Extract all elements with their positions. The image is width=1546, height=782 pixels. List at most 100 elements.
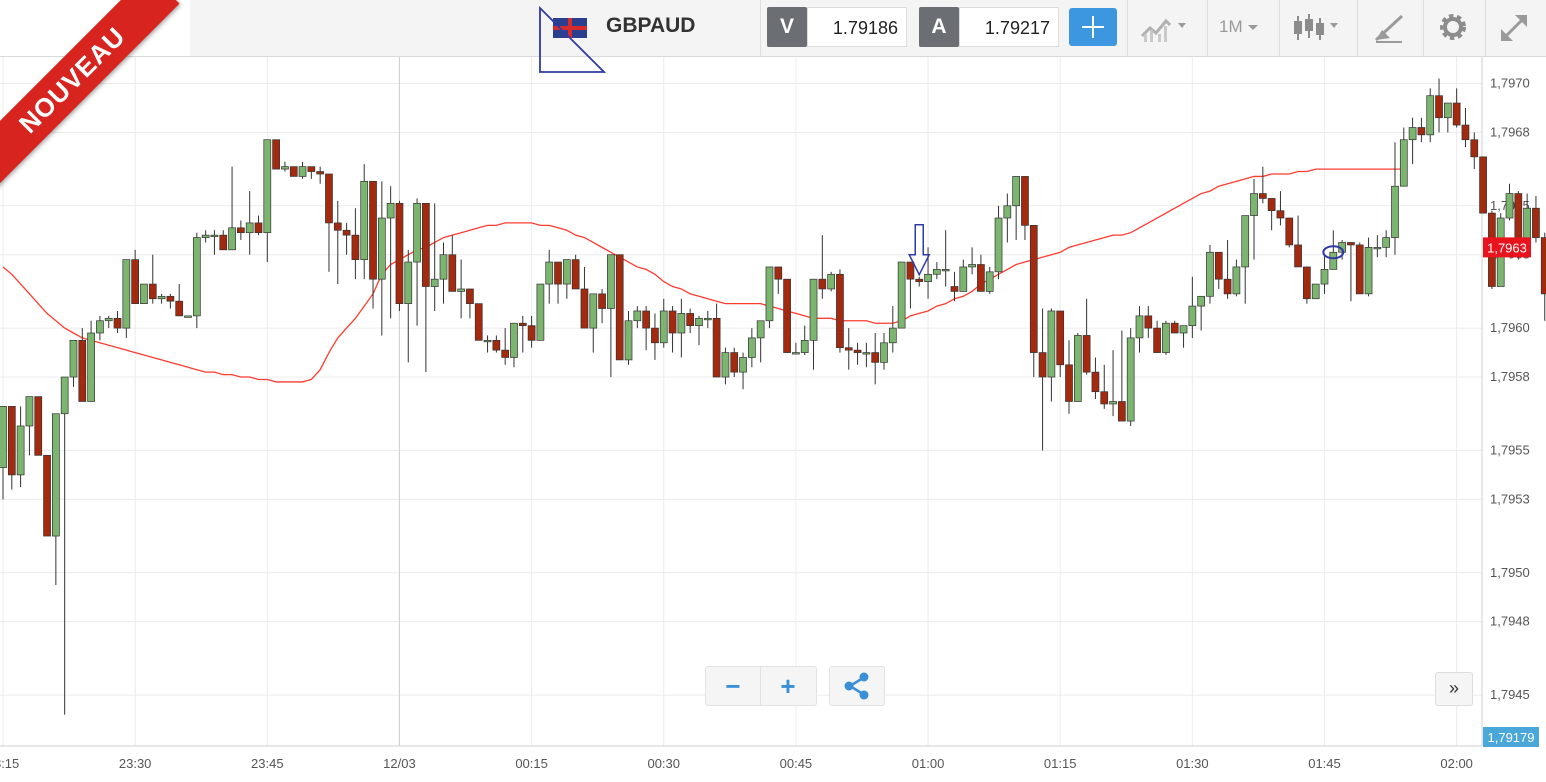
y-tick-label: 1,7955 [1490,442,1530,457]
candle [774,266,783,294]
bid-price[interactable]: 1.79186 [807,7,907,47]
fullscreen-button[interactable] [1497,8,1533,46]
scroll-right-button[interactable]: » [1435,672,1473,706]
candle-body [69,339,78,378]
candle [307,166,316,179]
candle-body [968,264,976,268]
candle-body [747,337,756,358]
candle-body [501,349,510,358]
candle-body [254,222,263,234]
candle [545,249,554,304]
candle [633,306,642,329]
ribbon-text: NOUVEAU [0,0,180,188]
candle [580,266,589,329]
candle [800,325,809,356]
candle-body [386,202,395,219]
candle-body [880,342,888,363]
candle-body [430,278,439,287]
candle [950,271,959,302]
candle [1373,235,1382,258]
candle-body [836,273,844,349]
candle [695,315,703,346]
bid-label[interactable]: V [767,7,807,47]
candle-body [245,222,254,234]
share-button[interactable] [829,666,885,706]
candle-body [1355,244,1364,295]
candle-body [1250,193,1258,216]
candle [642,306,650,351]
candle-body [237,227,245,234]
candle-body [325,173,333,224]
symbol-title[interactable]: GBPAUD [606,14,696,37]
candle-body [1118,401,1126,422]
x-tick-label: 01:15 [1044,756,1077,771]
candle-body [466,288,474,304]
candle-body [104,317,113,322]
candle [536,283,545,341]
candle-body [792,352,800,355]
x-tick-label: 23:30 [119,756,152,771]
candle [69,339,78,387]
candle-body [1126,337,1135,422]
candle-body [844,347,853,351]
candle-body [34,396,43,456]
candle [959,259,968,292]
candle [228,166,236,251]
candle [1329,230,1338,270]
candle [659,298,668,348]
candle-body [1320,269,1329,285]
candle-body [148,283,157,300]
chart-type-button[interactable] [1292,8,1347,46]
candle-body [686,313,695,327]
candle [888,306,897,353]
candle [1355,242,1364,295]
candle-body [448,254,457,292]
indicator-button[interactable] [1140,8,1195,46]
candle-body [642,310,650,329]
candle-body [985,271,994,292]
ask-label[interactable]: A [919,7,959,47]
candle [237,220,245,241]
ask-price[interactable]: 1.79217 [959,7,1059,47]
drawing-tool-button[interactable] [1372,8,1412,46]
candle-body [562,259,571,285]
candle-body [853,349,862,353]
candle [492,335,501,353]
candle-body [1100,391,1109,405]
candle-body [615,254,624,361]
timeframe-button[interactable]: 1M [1219,8,1269,46]
candle [1188,276,1197,338]
candle-body [7,406,16,476]
divider [1357,0,1358,56]
candle [1100,364,1109,409]
candle [1470,132,1479,170]
zoom-out-button[interactable]: − [725,671,741,701]
candle [968,247,976,275]
crosshair-button[interactable] [1069,8,1117,46]
indicator-icon [1140,18,1186,42]
current-price-badge [1483,237,1531,258]
candle [342,222,351,255]
candle-body [1179,325,1188,334]
candle-body [1276,210,1285,219]
settings-button[interactable] [1437,8,1471,46]
candle [1347,242,1355,302]
candle [483,335,492,353]
candle-body [404,261,413,304]
candle [1408,117,1417,165]
candle [1065,340,1073,414]
candle [1153,320,1161,353]
candle-body [739,357,747,373]
zoom-in-button[interactable]: + [780,671,796,701]
candle [43,454,51,537]
candle [131,249,139,304]
x-tick-label: 01:00 [912,756,945,771]
candle [386,186,395,319]
candle [148,254,157,304]
candle-body [422,202,430,287]
candle-body [1091,371,1100,393]
fullscreen-icon [1501,15,1527,41]
candle-body [1347,242,1355,246]
candle [1232,259,1241,297]
